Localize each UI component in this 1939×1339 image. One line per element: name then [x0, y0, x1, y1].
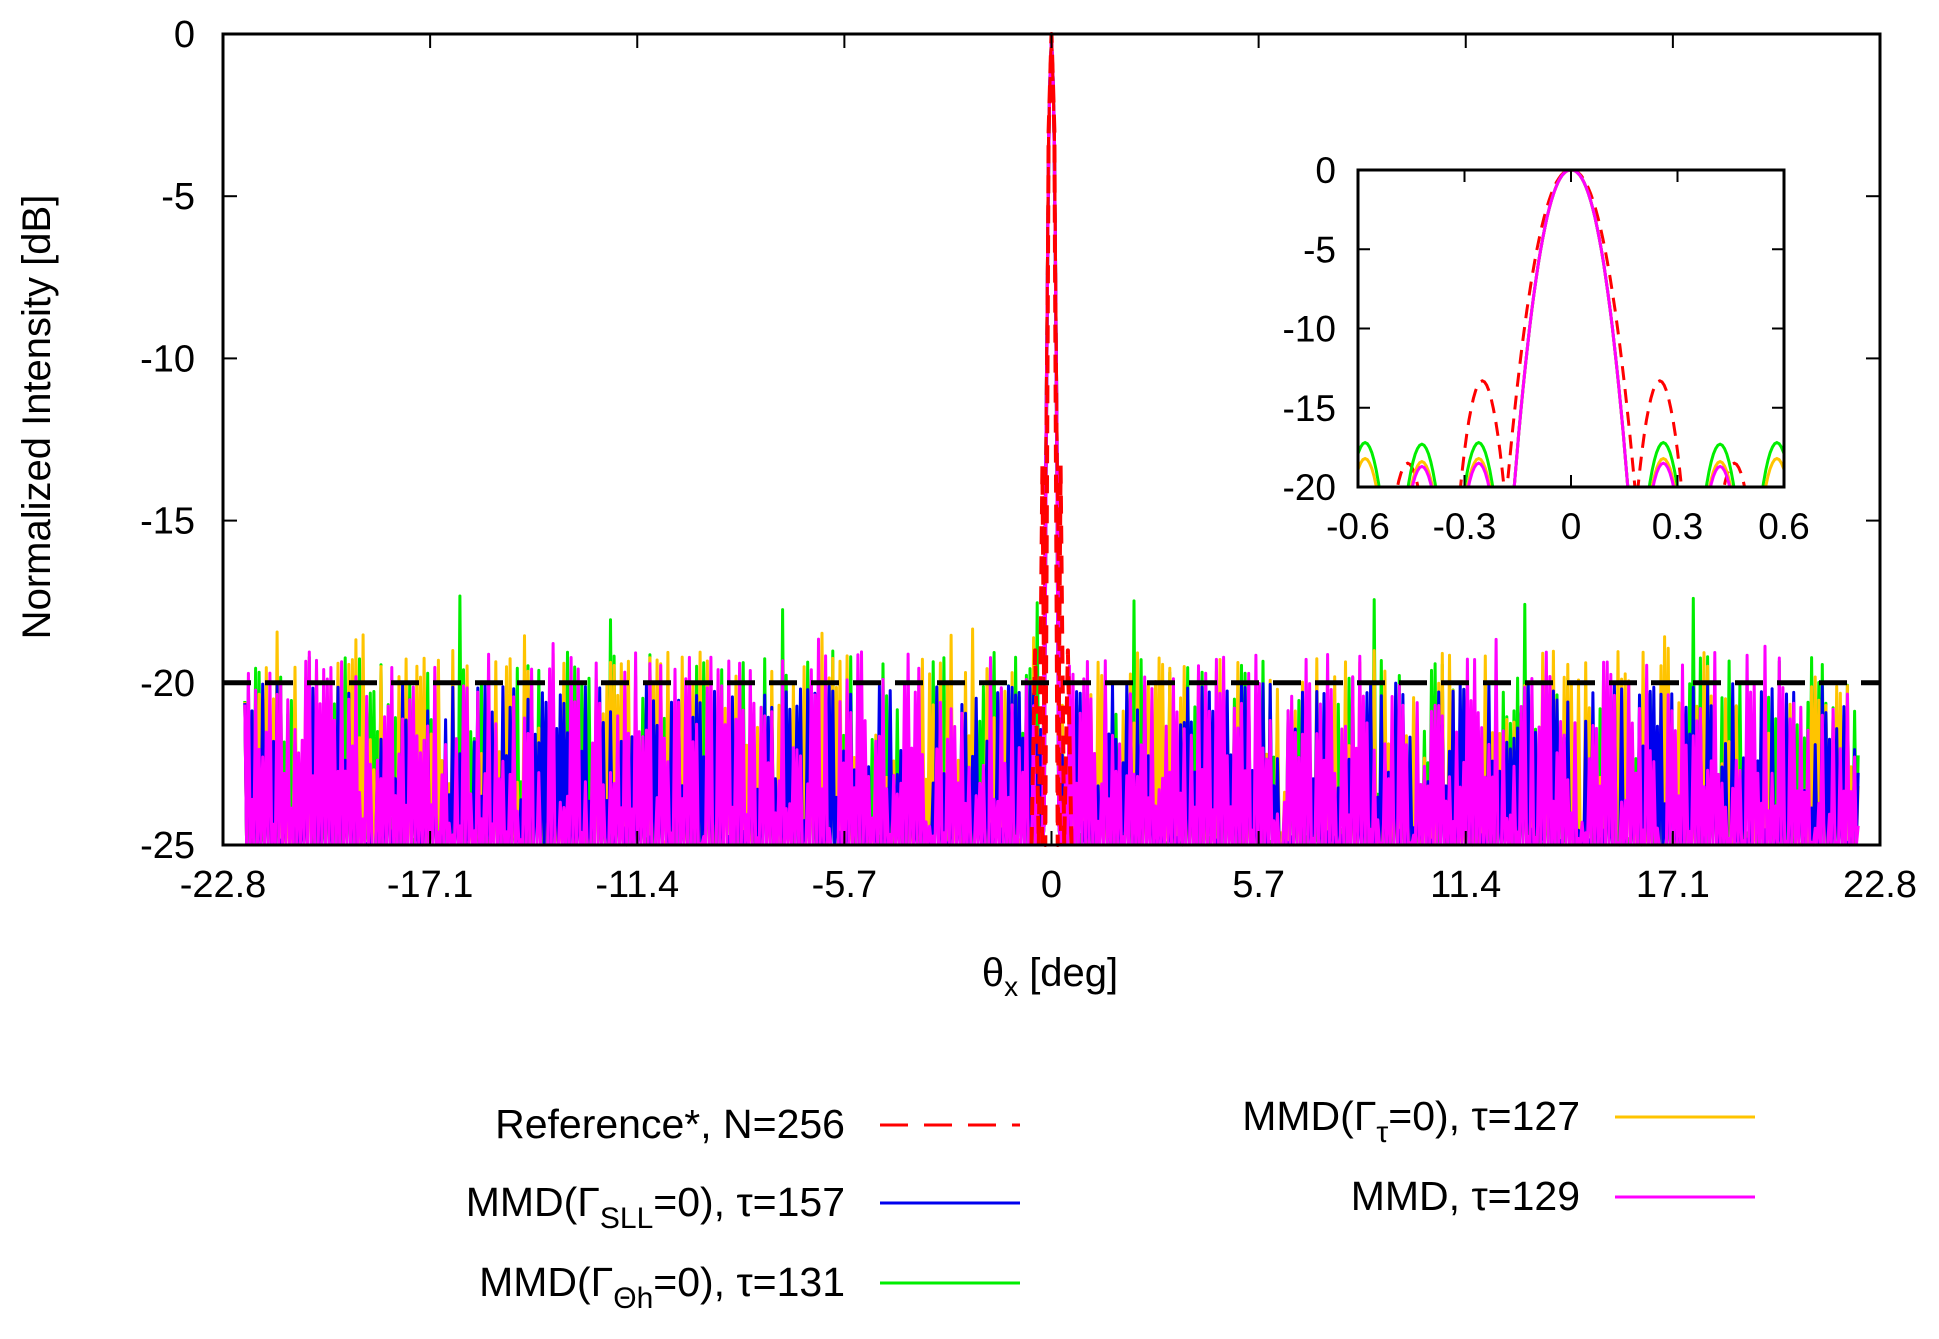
- x-tick-label: 0: [1041, 864, 1062, 906]
- inset-sidelobe-mmd: [1651, 461, 1676, 487]
- x-tick-label: 5.7: [1232, 864, 1285, 906]
- inset-sidelobe-tau: [1409, 459, 1435, 487]
- y-tick-label: -10: [140, 338, 195, 380]
- inset-sidelobe-theta: [1704, 442, 1736, 487]
- inset-sidelobe-ref: [1636, 379, 1683, 487]
- main-plot: -22.8 -17.1 -11.4 -5.7 0 5.7 11.4 17.1 22.8 0 -5 -1…: [15, 14, 1917, 1002]
- legend-label-sll: MMD(ΓSLL=0), τ=157: [466, 1179, 845, 1235]
- inset-ticks: -0.6 -0.3 0 0.3 0.6 0 -5 -10 -15 -20: [1283, 150, 1810, 547]
- inset-plot: -0.6 -0.3 0 0.3 0.6 0 -5 -10 -15 -20: [1283, 150, 1810, 547]
- x-axis-label-unit: [deg]: [1018, 951, 1118, 995]
- y-tick-label: -5: [161, 176, 195, 218]
- inset-y-tick-label: 0: [1315, 150, 1336, 191]
- inset-sidelobe-tau: [1465, 456, 1492, 487]
- legend-label-tau: MMD(Γτ=0), τ=127: [1242, 1093, 1580, 1149]
- inset-x-tick-label: -0.3: [1433, 506, 1497, 547]
- inset-sidelobe-tau: [1358, 456, 1378, 487]
- inset-y-tick-label: -20: [1283, 467, 1336, 508]
- legend-label-mmd: MMD, τ=129: [1351, 1173, 1580, 1219]
- x-tick-label: -11.4: [595, 864, 679, 906]
- x-axis-label-symbol: θ: [982, 951, 1004, 995]
- inset-sidelobe-ref: [1395, 461, 1420, 487]
- inset-sidelobe-tau: [1764, 456, 1784, 487]
- inset-x-tick-label: -0.6: [1326, 506, 1390, 547]
- inset-mainlobe-mmd: [1512, 170, 1630, 487]
- inset-sidelobe-mmd: [1708, 464, 1732, 487]
- legend-label-theta: MMD(ΓΘh=0), τ=131: [479, 1259, 845, 1315]
- x-axis-label-subscript: x: [1004, 971, 1018, 1002]
- inset-sidelobe-theta: [1761, 440, 1784, 487]
- y-tick-label: -15: [140, 501, 195, 543]
- y-tick-label: 0: [174, 14, 195, 56]
- inset-background: [1358, 170, 1784, 487]
- inset-sidelobe-theta: [1647, 440, 1679, 487]
- inset-sidelobe-mmd: [1410, 464, 1434, 487]
- inset-series-layer: [1358, 170, 1784, 487]
- inset-y-tick-label: -15: [1283, 388, 1336, 429]
- inset-x-tick-label: 0.3: [1652, 506, 1703, 547]
- x-tick-label: -17.1: [387, 864, 474, 906]
- x-tick-label: 11.4: [1430, 864, 1501, 906]
- legend: Reference*, N=256 MMD(ΓSLL=0), τ=157 MMD(Γ…: [466, 1093, 1755, 1315]
- inset-sidelobe-tau: [1650, 456, 1677, 487]
- inset-sidelobe-theta: [1358, 440, 1381, 487]
- x-tick-label: -5.7: [812, 864, 877, 906]
- inset-x-tick-label: 0: [1561, 506, 1582, 547]
- inset-y-tick-label: -5: [1303, 229, 1336, 270]
- inset-sidelobe-ref: [1459, 379, 1506, 487]
- y-tick-label: -25: [140, 825, 195, 867]
- inset-sidelobe-ref: [1722, 461, 1747, 487]
- legend-label-ref: Reference*, N=256: [495, 1101, 845, 1147]
- inset-sidelobe-tau: [1707, 459, 1733, 487]
- y-tick-label: -20: [140, 663, 195, 705]
- inset-x-tick-label: 0.6: [1758, 506, 1809, 547]
- y-axis-label: Normalized Intensity [dB]: [15, 195, 59, 640]
- inset-sidelobe-mmd: [1466, 461, 1491, 487]
- x-tick-label: 22.8: [1843, 864, 1917, 906]
- inset-sidelobe-theta: [1406, 442, 1438, 487]
- main-ticks: -22.8 -17.1 -11.4 -5.7 0 5.7 11.4 17.1 22.8 0 -5 -1…: [140, 14, 1917, 906]
- inset-sidelobe-theta: [1463, 440, 1495, 487]
- x-tick-label: -22.8: [180, 864, 267, 906]
- x-tick-label: 17.1: [1636, 864, 1710, 906]
- x-axis-label: θx [deg]: [982, 951, 1118, 1002]
- inset-y-tick-label: -10: [1283, 309, 1336, 350]
- inset-mainlobe-ref: [1505, 170, 1637, 487]
